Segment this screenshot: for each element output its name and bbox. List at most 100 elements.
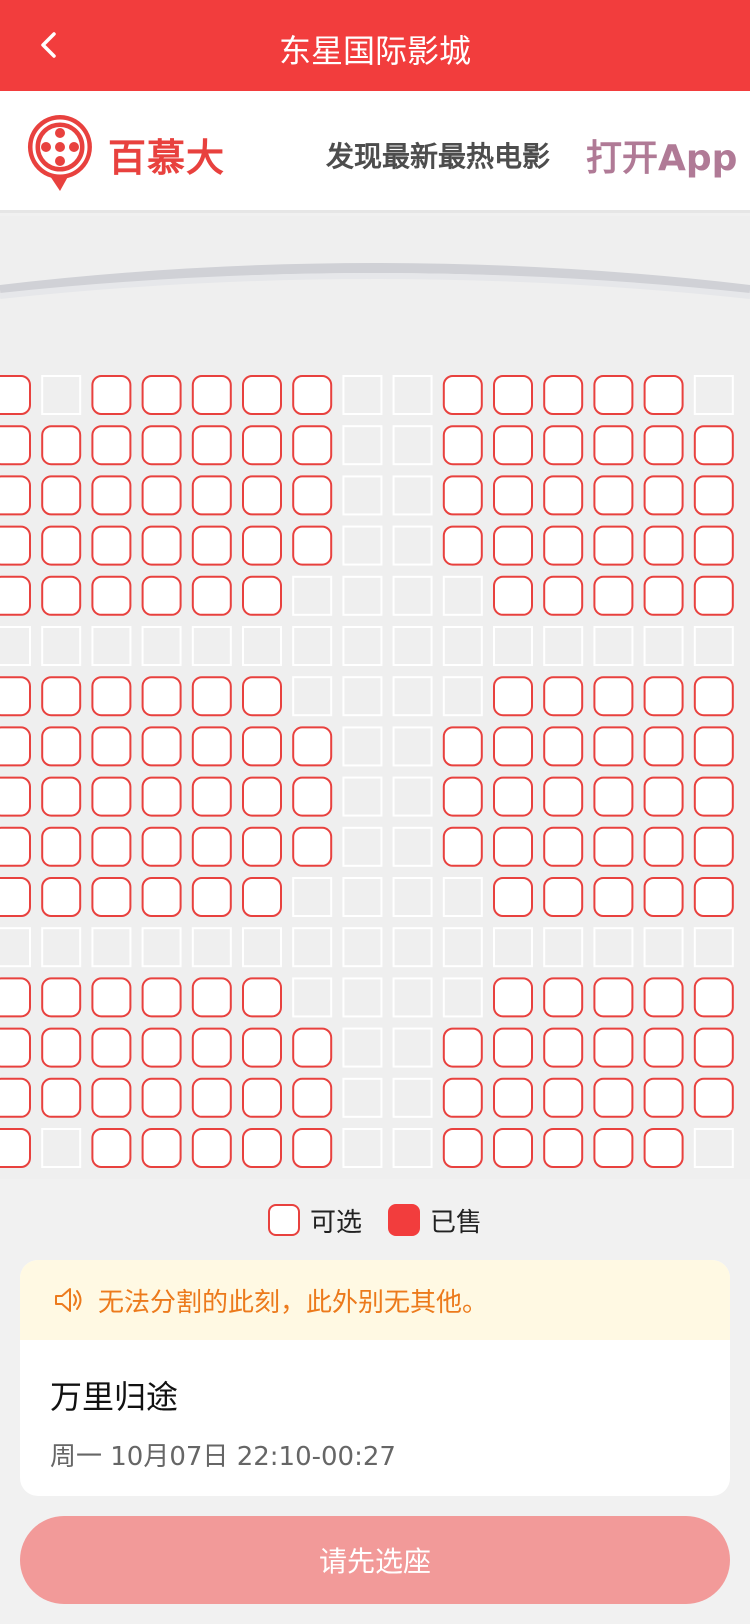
seat-available-partial[interactable] (0, 1027, 31, 1068)
seat-available[interactable] (593, 375, 634, 415)
seat-available[interactable] (693, 977, 734, 1018)
seat-available[interactable] (191, 375, 232, 415)
seat-available[interactable] (141, 575, 182, 616)
seat-available[interactable] (543, 1027, 584, 1068)
seat-available[interactable] (242, 776, 282, 817)
seat-available[interactable] (442, 776, 483, 817)
seat-available-partial[interactable] (0, 575, 31, 616)
seat-available[interactable] (493, 1077, 533, 1118)
seat-available[interactable] (693, 1077, 734, 1118)
seat-available[interactable] (191, 826, 232, 867)
seat-available[interactable] (643, 425, 684, 466)
seat-available[interactable] (593, 877, 634, 917)
seat-available[interactable] (643, 826, 684, 867)
seat-available[interactable] (643, 1027, 684, 1068)
seat-available[interactable] (643, 776, 684, 817)
seat-available[interactable] (191, 776, 232, 817)
seat-available[interactable] (141, 425, 182, 466)
seat-available[interactable] (242, 676, 282, 717)
seat-available[interactable] (141, 475, 182, 516)
seat-available[interactable] (292, 425, 333, 466)
seat-available[interactable] (543, 977, 584, 1018)
seat-available[interactable] (543, 475, 584, 516)
seat-available[interactable] (493, 425, 533, 466)
seat-available[interactable] (191, 1027, 232, 1068)
seat-available[interactable] (91, 475, 132, 516)
seat-available[interactable] (41, 726, 82, 767)
seat-available[interactable] (141, 676, 182, 717)
seat-available[interactable] (442, 475, 483, 516)
seat-available[interactable] (141, 1077, 182, 1118)
seat-available[interactable] (91, 375, 132, 415)
seat-available-partial[interactable] (0, 977, 31, 1018)
seat-available[interactable] (242, 826, 282, 867)
seat-available[interactable] (493, 375, 533, 415)
seat-available[interactable] (593, 726, 634, 767)
seat-available[interactable] (593, 776, 634, 817)
seat-available[interactable] (693, 525, 734, 566)
seat-available[interactable] (543, 826, 584, 867)
seat-available[interactable] (693, 726, 734, 767)
seat-available[interactable] (593, 676, 634, 717)
seat-available[interactable] (643, 726, 684, 767)
seat-available[interactable] (643, 525, 684, 566)
seat-available[interactable] (242, 1077, 282, 1118)
seat-available[interactable] (292, 375, 333, 415)
seat-available[interactable] (643, 977, 684, 1018)
seat-available[interactable] (442, 425, 483, 466)
seat-available[interactable] (91, 1128, 132, 1168)
seat-available[interactable] (493, 877, 533, 917)
seat-available[interactable] (292, 1027, 333, 1068)
seat-available[interactable] (493, 1128, 533, 1168)
seat-available[interactable] (292, 1128, 333, 1168)
seat-available[interactable] (593, 977, 634, 1018)
seat-available[interactable] (442, 1027, 483, 1068)
seat-available[interactable] (242, 575, 282, 616)
seat-available[interactable] (543, 525, 584, 566)
seat-available[interactable] (643, 1077, 684, 1118)
seat-available[interactable] (242, 1128, 282, 1168)
seat-available[interactable] (442, 1128, 483, 1168)
seat-available[interactable] (693, 826, 734, 867)
seat-available[interactable] (91, 776, 132, 817)
seat-available[interactable] (693, 1027, 734, 1068)
seat-available[interactable] (141, 525, 182, 566)
seat-available[interactable] (41, 1027, 82, 1068)
seat-available[interactable] (593, 1128, 634, 1168)
seat-available[interactable] (693, 475, 734, 516)
seat-available[interactable] (442, 726, 483, 767)
seat-available-partial[interactable] (0, 877, 31, 917)
seat-available[interactable] (242, 475, 282, 516)
seat-available[interactable] (141, 877, 182, 917)
seat-available[interactable] (242, 1027, 282, 1068)
seat-available[interactable] (41, 475, 82, 516)
seat-available-partial[interactable] (0, 375, 31, 415)
seat-available[interactable] (191, 425, 232, 466)
seat-available[interactable] (693, 575, 734, 616)
seat-available[interactable] (242, 726, 282, 767)
seat-available[interactable] (41, 826, 82, 867)
seat-available[interactable] (442, 826, 483, 867)
seat-grid[interactable] (0, 216, 750, 1179)
seat-available[interactable] (292, 475, 333, 516)
seat-available[interactable] (41, 676, 82, 717)
seat-available[interactable] (91, 1077, 132, 1118)
seat-available[interactable] (543, 425, 584, 466)
seat-available[interactable] (292, 826, 333, 867)
seat-available[interactable] (643, 1128, 684, 1168)
seat-available-partial[interactable] (0, 826, 31, 867)
select-seat-button[interactable]: 请先选座 (20, 1516, 730, 1604)
seat-available[interactable] (141, 375, 182, 415)
seat-available[interactable] (292, 1077, 333, 1118)
seat-available[interactable] (593, 525, 634, 566)
seat-available[interactable] (242, 425, 282, 466)
seat-available[interactable] (41, 776, 82, 817)
seat-available[interactable] (543, 575, 584, 616)
seat-available[interactable] (242, 877, 282, 917)
seat-available[interactable] (292, 776, 333, 817)
seat-available[interactable] (593, 475, 634, 516)
seat-available[interactable] (91, 1027, 132, 1068)
seat-available[interactable] (693, 676, 734, 717)
seat-available[interactable] (191, 575, 232, 616)
seat-available[interactable] (91, 676, 132, 717)
